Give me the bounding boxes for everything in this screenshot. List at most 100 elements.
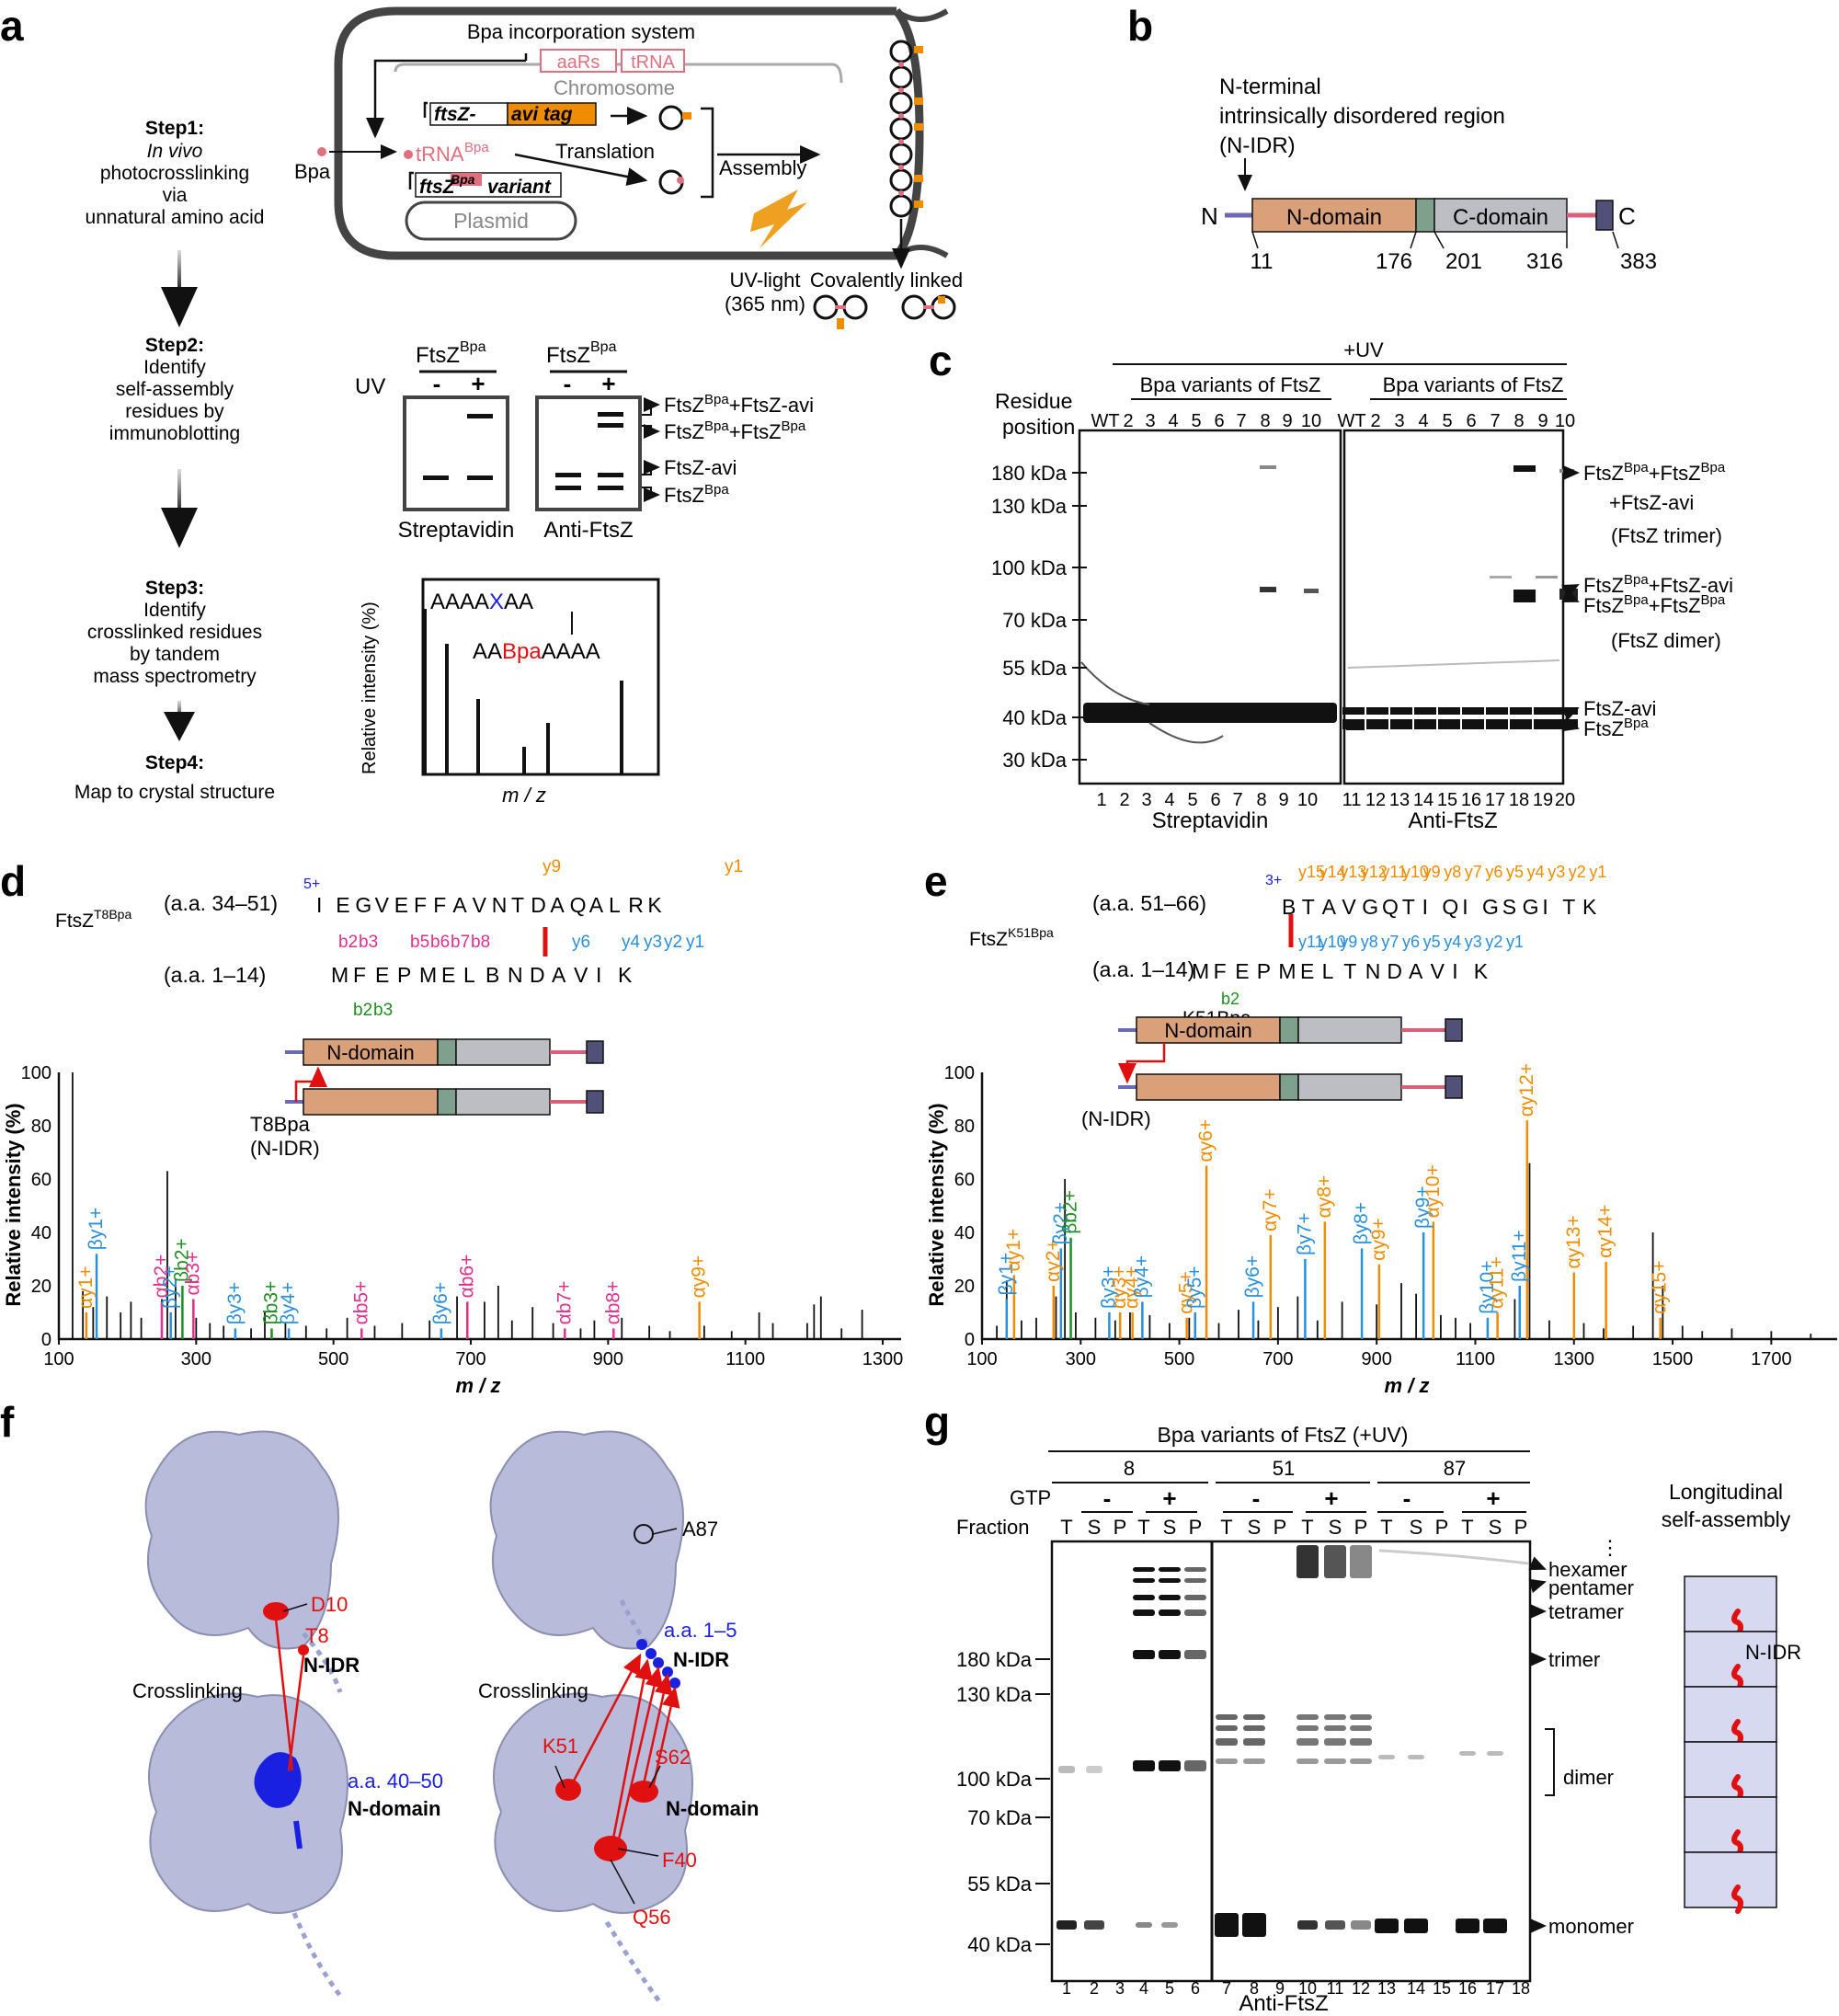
- g-band: [1084, 1920, 1104, 1930]
- d-fragment-b-bottom: b3: [373, 1001, 393, 1020]
- g-band: [1133, 1760, 1155, 1771]
- e-fragment-mid: y6: [1402, 933, 1420, 951]
- c-lane-number: 8: [1256, 790, 1266, 810]
- d-fragment-b: b7: [451, 933, 470, 952]
- g-stack-unit: [1684, 1686, 1777, 1743]
- g-lane-number: 17: [1486, 1979, 1504, 1998]
- e-peak-label: βy6+: [1242, 1255, 1263, 1299]
- g-gtp-plus: +: [1162, 1484, 1176, 1512]
- e-peak-label: αy6+: [1195, 1119, 1216, 1163]
- g-stack-nidr: N-IDR: [1745, 1641, 1801, 1664]
- g-lane-number: 3: [1115, 1979, 1125, 1998]
- f-right-crosslinking: Crosslinking: [478, 1679, 588, 1702]
- e-residue-bottom: F: [1214, 959, 1227, 983]
- c-lane-top-right: 8: [1513, 411, 1524, 431]
- g-band: [1296, 1725, 1319, 1731]
- c-lane-number: 13: [1389, 790, 1410, 810]
- g-lane-number: 16: [1458, 1979, 1477, 1998]
- assembly-label: Assembly: [719, 156, 806, 179]
- g-fraction: T: [1380, 1516, 1392, 1539]
- c-lane-top-left: 7: [1236, 411, 1246, 431]
- blot-band-4: FtsZBpa: [664, 482, 729, 507]
- e-peak-label: βy8+: [1351, 1202, 1372, 1245]
- g-lane-number: 15: [1433, 1979, 1451, 1998]
- c-lane-top-right: 2: [1370, 411, 1380, 431]
- d-peak-label: βb2+: [171, 1238, 192, 1282]
- d-residue-top: V: [473, 893, 487, 917]
- e-residue-bottom: V: [1431, 959, 1445, 983]
- e-residue-bottom: E: [1235, 959, 1249, 983]
- g-band: [1243, 1738, 1265, 1746]
- g-band: [1408, 1755, 1424, 1759]
- e-peak-label: βb2+: [1060, 1190, 1081, 1234]
- g-band: [1159, 1567, 1181, 1572]
- e-peak-label: αy14+: [1595, 1205, 1616, 1258]
- anti-ftsz-label: Anti-FtsZ: [543, 518, 633, 543]
- g-band: [1324, 1758, 1346, 1764]
- g-fraction: S: [1163, 1516, 1177, 1539]
- c-lane-top-right: 10: [1555, 411, 1575, 431]
- g-lane-number: 4: [1139, 1979, 1148, 1998]
- bpa-label: Bpa: [294, 160, 331, 183]
- anti-ftsz-bottom-label: Anti-FtsZ: [1408, 808, 1497, 833]
- g-lane-number: 7: [1222, 1979, 1231, 1998]
- d-residue-top: V: [375, 893, 390, 917]
- c-band: [1080, 661, 1150, 705]
- g-band: [1086, 1766, 1102, 1773]
- step-line: via: [163, 185, 188, 206]
- e-fragment-top: y12: [1361, 863, 1388, 881]
- panel-letter-b: b: [1127, 2, 1153, 50]
- g-lane-number: 10: [1298, 1979, 1317, 1998]
- g-stack-unit: [1684, 1741, 1777, 1798]
- g-band: [1184, 1609, 1206, 1616]
- c-lane-top-right: 7: [1490, 411, 1500, 431]
- c-lane-top-right: 6: [1466, 411, 1476, 431]
- e-xtick: 1100: [1456, 1349, 1495, 1369]
- c-lane-top-left: 9: [1282, 411, 1292, 431]
- residue-label-line2: position: [1002, 415, 1075, 439]
- d-residue-top: E: [336, 893, 349, 917]
- e-fragment-mid: y3: [1465, 933, 1482, 951]
- g-band: [1350, 1725, 1372, 1731]
- e-fragment-top: y9: [1423, 863, 1441, 881]
- e-xtick: 1700: [1751, 1349, 1792, 1369]
- c-lane-number: 9: [1278, 790, 1288, 810]
- g-fraction: P: [1274, 1516, 1287, 1539]
- covalently-linked-label: Covalently linked: [810, 269, 963, 292]
- c-band: [1260, 587, 1276, 592]
- c-band: [1260, 465, 1276, 469]
- g-marker-label: 180 kDa: [956, 1648, 1033, 1671]
- e-residue-bottom: N: [1365, 959, 1381, 983]
- g-lane-number: 12: [1352, 1979, 1370, 1998]
- g-band: [1242, 1913, 1266, 1937]
- d-residue-bottom: N: [508, 963, 523, 987]
- g-lane-number: 14: [1407, 1979, 1425, 1998]
- c-band: [1536, 576, 1558, 578]
- e-peak-label: βy4+: [1131, 1255, 1152, 1299]
- e-peak-label: βy5+: [1184, 1266, 1205, 1309]
- f-left-crosslinking: Crosslinking: [132, 1679, 243, 1702]
- c-lane-number: 6: [1210, 790, 1220, 810]
- e-peak-label: αy8+: [1314, 1175, 1335, 1219]
- g-fraction: P: [1435, 1516, 1449, 1539]
- e-fragment-bottom: b2: [1221, 990, 1239, 1008]
- g-lane-number: 9: [1275, 1979, 1285, 1998]
- g-fraction: P: [1114, 1516, 1127, 1539]
- g-band: [1184, 1760, 1206, 1771]
- ms-top-seq: AAAAXAA: [430, 590, 533, 614]
- e-xtick: 300: [1066, 1349, 1096, 1369]
- d-peak-label: αb6+: [456, 1254, 477, 1299]
- c-band: [1390, 719, 1412, 729]
- e-residue-bottom: A: [1409, 959, 1423, 983]
- g-band: [1159, 1609, 1181, 1616]
- step-line: self-assembly: [116, 379, 234, 400]
- uv-light-label: UV-light: [729, 269, 800, 292]
- d-nidr: (N-IDR): [250, 1137, 320, 1160]
- g-nidr-mark: [1731, 1829, 1743, 1859]
- g-longitudinal-line2: self-assembly: [1662, 1507, 1791, 1531]
- c-lane-top-left: 3: [1145, 411, 1155, 431]
- d-fragment-y-orange: y1: [725, 857, 743, 876]
- g-nidr-mark: [1731, 1884, 1743, 1914]
- g-band: [1133, 1595, 1155, 1600]
- c-band: [1510, 707, 1532, 715]
